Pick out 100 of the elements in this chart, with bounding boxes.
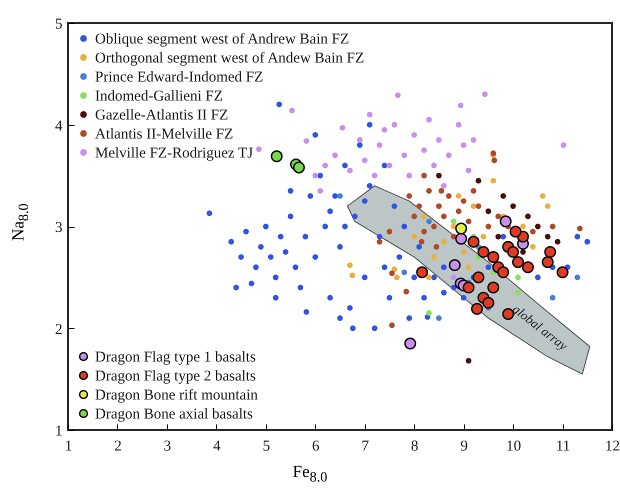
point [486,224,492,230]
point [350,272,356,278]
x-tick-label: 10 [506,438,522,454]
point [386,228,392,234]
point [510,203,516,209]
point [421,214,427,220]
point [550,294,556,301]
legend-label: Gazelle-Atlantis II FZ [95,108,228,124]
point [362,158,368,164]
point [544,246,556,258]
point [404,338,416,350]
point [392,266,398,272]
point [401,269,408,276]
point [436,137,442,143]
point [317,188,324,194]
point [450,218,457,224]
point [256,146,262,152]
legend-label: Melville FZ-Rodriguez TJ [95,146,254,162]
point [491,158,498,164]
point [406,172,412,178]
point [332,152,338,158]
point [389,322,395,328]
point [477,246,490,258]
point [322,162,328,168]
y-tick-label: 3 [55,220,62,236]
point [441,214,447,220]
point [487,251,500,264]
point [441,238,447,245]
point [418,238,424,245]
point [347,168,353,174]
point [446,152,452,158]
point [550,224,556,230]
legend-label: Atlantis II-Melville FZ [95,126,234,142]
x-tick-label: 11 [556,438,570,454]
point [403,288,410,294]
point [460,198,466,204]
point [382,127,388,133]
point [515,290,521,296]
point [472,271,484,284]
point [462,282,475,294]
point [486,208,492,214]
point [530,244,536,250]
point [270,150,283,162]
point [466,218,472,224]
point [470,203,476,209]
point [470,137,476,143]
legend-label: Orthogonal segment west of Andew Bain FZ [95,50,364,66]
point [376,142,382,148]
x-tick-label: 9 [460,438,468,454]
y-tick-label: 2 [55,322,62,338]
point [411,214,418,220]
point [426,116,432,122]
point [515,274,521,280]
legend-label: Dragon Flag type 2 basalts [95,368,256,384]
point [544,203,551,209]
point [525,214,531,220]
point [500,193,506,199]
point [577,226,583,232]
point [460,142,466,148]
point [421,147,427,154]
x-tick-label: 6 [312,438,320,454]
point [337,193,343,199]
point [401,152,408,158]
point [441,182,447,189]
x-tick-label: 3 [164,438,172,454]
point [426,188,432,194]
point [458,102,464,108]
point [436,172,442,178]
point [476,203,482,209]
point [574,274,580,280]
legend-label: Dragon Bone axial basalts [95,406,254,422]
point [456,208,462,214]
point [560,142,566,148]
point [480,234,486,240]
point [304,138,310,144]
point [544,234,551,240]
point [312,172,318,178]
y-tick-label: 5 [55,16,62,32]
point [522,261,534,274]
point [510,226,522,238]
point [394,274,400,280]
legend-label: Dragon Flag type 1 basalts [95,350,256,366]
point [476,178,482,184]
point [366,112,372,118]
point [376,238,382,245]
x-tick-label: 4 [213,438,222,454]
legend-label: Oblique segment west of Andrew Bain FZ [95,32,350,48]
point [487,282,500,294]
x-tick-label: 7 [361,438,370,454]
y-tick-label: 4 [55,118,63,134]
y-tick-label: 1 [55,424,62,440]
point [395,92,401,98]
point [421,228,427,234]
point [470,302,483,315]
legend-label: Dragon Bone rift mountain [95,388,258,404]
point [372,172,378,178]
point [554,238,560,245]
point [416,266,428,278]
point [389,270,395,276]
point [466,168,472,174]
